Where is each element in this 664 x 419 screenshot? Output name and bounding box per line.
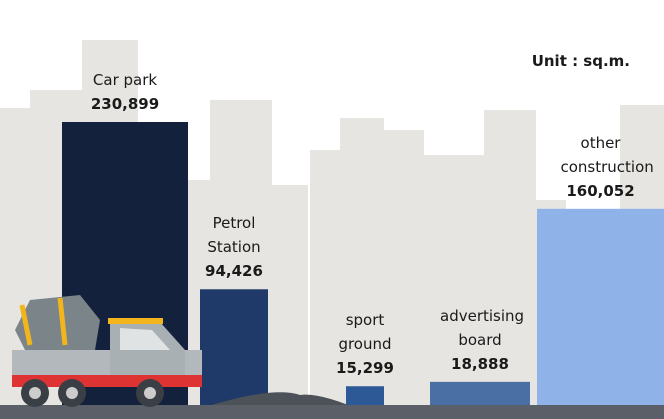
- bar: [346, 386, 384, 405]
- bar: [200, 289, 268, 405]
- category-label: sport ground: [325, 308, 405, 356]
- category-label: Petrol Station: [194, 211, 274, 259]
- value-label: 18,888: [420, 352, 540, 376]
- category-label: Car park: [65, 68, 185, 92]
- value-label: 94,426: [174, 259, 294, 283]
- infographic: Unit : sq.m. Car park230,899 Petrol Stati…: [0, 0, 664, 419]
- category-label: advertising board: [440, 304, 520, 352]
- value-label: 230,899: [65, 92, 185, 116]
- category-label: other construction: [561, 131, 641, 179]
- value-label: 15,299: [305, 356, 425, 380]
- value-label: 160,052: [541, 179, 661, 203]
- bar: [537, 209, 664, 405]
- unit-label: Unit : sq.m.: [532, 52, 630, 70]
- ground: [0, 405, 664, 419]
- bar: [430, 382, 530, 405]
